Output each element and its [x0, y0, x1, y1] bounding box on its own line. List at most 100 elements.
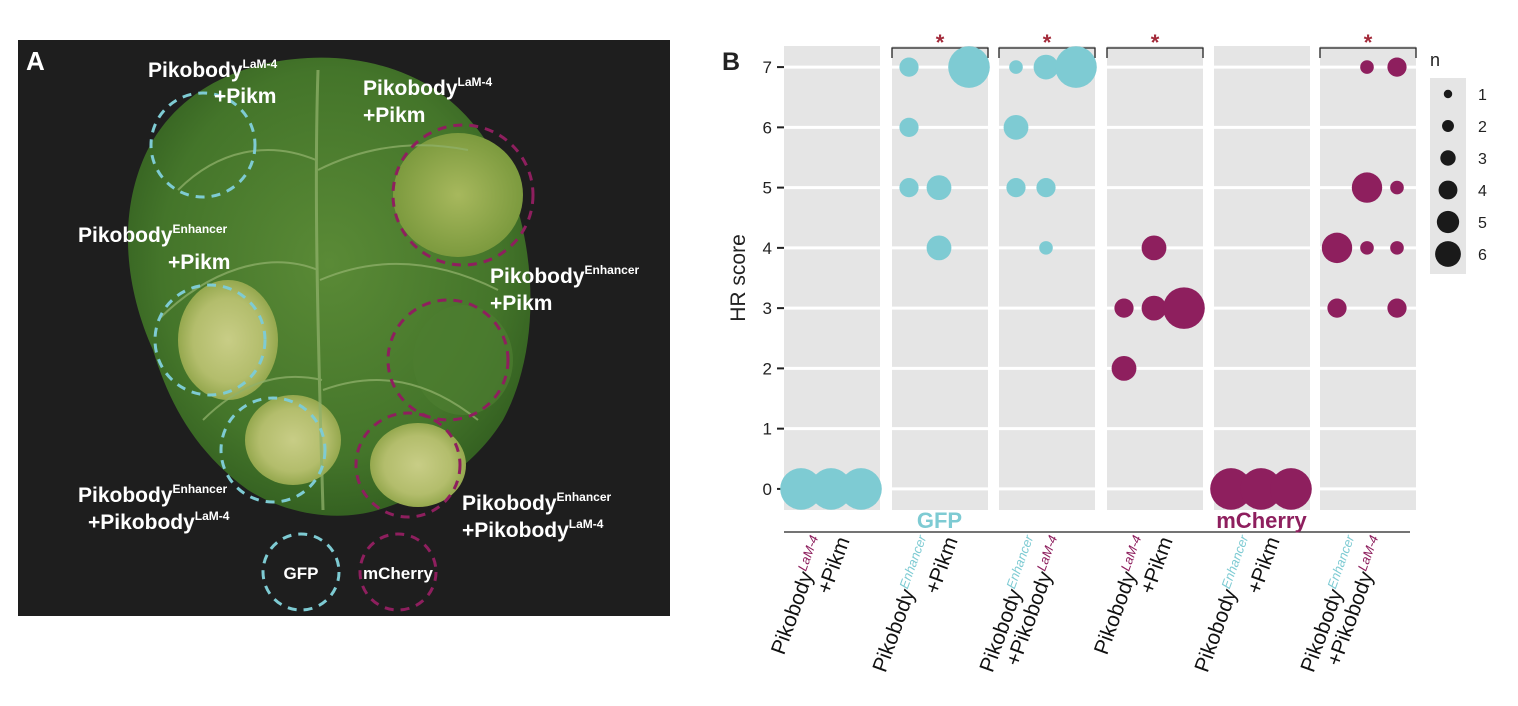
lesion-combo-right	[370, 423, 466, 507]
size-legend-dot	[1442, 120, 1454, 132]
data-point	[926, 175, 952, 201]
significance-bracket	[891, 47, 989, 58]
label-lam-top-left: PikobodyLaM-4 +Pikm	[148, 57, 278, 108]
data-point	[1327, 298, 1347, 318]
size-legend-dot	[1435, 241, 1461, 267]
label-lam-top-right: PikobodyLaM-4 +Pikm	[363, 75, 493, 127]
x-category-label-line1: PikobodyEnhancer	[867, 533, 939, 676]
lesion-lam-right	[393, 133, 523, 257]
data-point	[899, 117, 919, 137]
data-point	[899, 57, 919, 77]
data-point	[1141, 235, 1167, 261]
lesion-combo-left	[245, 395, 341, 485]
data-point	[1111, 355, 1137, 381]
svg-text:PikobodyLaM-4: PikobodyLaM-4	[148, 57, 278, 82]
y-tick-label: 3	[763, 299, 772, 318]
legend-circle-gfp	[261, 532, 341, 612]
y-axis-label: HR score	[727, 234, 750, 322]
data-point	[899, 178, 919, 198]
circle-enhancer-right	[386, 298, 510, 422]
facet-panel-4	[1214, 46, 1310, 510]
size-legend-dot	[1436, 210, 1460, 234]
x-category-label-line1: PikobodyLaM-4	[765, 533, 831, 657]
size-legend-label: 3	[1478, 151, 1487, 168]
significance-star: *	[1364, 30, 1373, 55]
data-point	[1387, 57, 1407, 77]
x-category-label-line1: PikobodyLaM-4	[1088, 533, 1154, 657]
data-point	[948, 46, 990, 88]
label-combo-right: PikobodyEnhancer +PikobodyLaM-4	[462, 490, 612, 542]
data-point	[1039, 241, 1053, 255]
legend-label-gfp: GFP	[284, 564, 319, 583]
svg-text:+Pikm: +Pikm	[214, 85, 276, 108]
leaf-veins	[157, 69, 499, 511]
data-point	[1033, 54, 1059, 80]
svg-text:+Pikm: +Pikm	[363, 104, 425, 127]
data-point	[1387, 298, 1407, 318]
legend-circle-mcherry	[358, 532, 438, 612]
panel-a-leaf-photo: A PikobodyLaM-4 +Pikm PikobodyLaM-4 +Pik…	[18, 40, 670, 616]
data-point	[1390, 180, 1404, 195]
svg-text:+Pikm: +Pikm	[490, 292, 552, 315]
lesion-enhancer-left	[178, 280, 278, 400]
data-point	[1114, 298, 1134, 318]
size-legend-dot	[1443, 89, 1453, 99]
svg-text:PikobodyEnhancer: PikobodyEnhancer	[78, 482, 228, 507]
size-legend-title: n	[1430, 50, 1440, 70]
data-point	[1163, 287, 1205, 329]
y-tick-label: 5	[763, 179, 772, 198]
data-point	[1009, 60, 1023, 74]
significance-star: *	[1151, 30, 1160, 55]
y-tick-label: 6	[763, 118, 772, 137]
data-point	[840, 468, 882, 510]
size-legend-dot	[1438, 180, 1458, 200]
data-point	[1240, 468, 1282, 510]
panel-a-letter: A	[26, 46, 45, 76]
lesion-enhancer-right	[413, 305, 513, 415]
circle-combo-right	[354, 411, 462, 519]
y-tick-label: 1	[763, 420, 772, 439]
size-legend-dot	[1440, 150, 1456, 166]
svg-text:PikobodyEnhancer: PikobodyEnhancer	[462, 490, 612, 515]
svg-text:PikobodyLaM-4: PikobodyLaM-4	[363, 75, 493, 100]
data-point	[1036, 178, 1056, 198]
data-point	[1270, 468, 1312, 510]
hr-score-chart: B 0 1 2 3 4 5 6 7 HR score * * * * GFP mCherry PikobodyL…	[722, 30, 1487, 676]
size-legend-label: 5	[1478, 215, 1487, 232]
infiltration-circles	[149, 91, 535, 612]
circle-combo-left	[219, 396, 327, 504]
facet-panel-1	[892, 46, 988, 510]
size-legend-label: 6	[1478, 247, 1487, 264]
size-legend-label: 2	[1478, 119, 1487, 136]
y-tick-label: 2	[763, 359, 772, 378]
x-category-label-line1: PikobodyEnhancer	[1189, 533, 1261, 676]
data-point	[1055, 46, 1097, 88]
data-point	[926, 235, 952, 261]
svg-text:+PikobodyLaM-4: +PikobodyLaM-4	[462, 517, 604, 542]
data-point	[810, 468, 852, 510]
y-tick-label: 7	[763, 58, 772, 77]
label-combo-left: PikobodyEnhancer +PikobodyLaM-4	[78, 482, 230, 534]
panel-b-letter: B	[722, 48, 740, 76]
data-point	[1321, 232, 1353, 264]
svg-text:PikobodyEnhancer: PikobodyEnhancer	[490, 263, 640, 288]
group-label: mCherry	[1216, 508, 1307, 533]
significance-bracket	[1319, 47, 1417, 58]
data-point	[1351, 172, 1383, 203]
data-point	[1006, 178, 1026, 198]
significance-bracket	[1106, 47, 1204, 58]
group-label: GFP	[917, 508, 962, 533]
circle-lam-left	[149, 91, 257, 199]
svg-text:PikobodyEnhancer: PikobodyEnhancer	[78, 222, 228, 247]
y-tick-label: 4	[763, 239, 772, 258]
significance-bracket	[998, 47, 1096, 58]
facet-panel-5	[1320, 46, 1416, 510]
label-enhancer-right: PikobodyEnhancer +Pikm	[490, 263, 640, 315]
size-legend-label: 4	[1478, 183, 1487, 200]
data-point	[1390, 241, 1404, 255]
data-point	[1360, 60, 1374, 74]
circle-lam-right	[391, 123, 535, 267]
data-point	[780, 468, 822, 510]
y-tick-label: 0	[763, 480, 772, 499]
data-point	[1210, 468, 1252, 510]
